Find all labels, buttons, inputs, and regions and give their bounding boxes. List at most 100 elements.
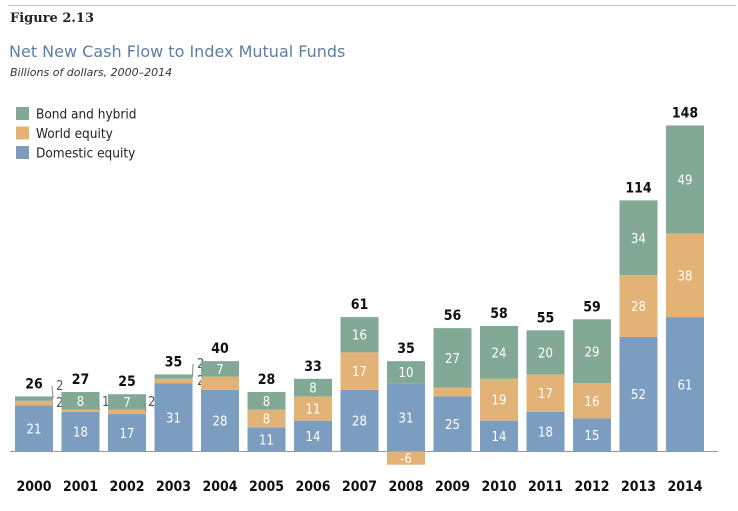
total-label: 28 [258, 372, 276, 388]
value-label-bond: 7 [123, 396, 130, 411]
bar-domestic-2009 [433, 396, 472, 452]
top-rule [8, 5, 736, 6]
bar-world-2000 [15, 400, 53, 406]
bar-world-2008 [387, 451, 425, 465]
value-label-domestic: 18 [538, 426, 553, 441]
total-label: 33 [304, 359, 322, 375]
callout-line [51, 385, 54, 399]
value-label-bond: 8 [263, 395, 270, 410]
x-tick-label: 2001 [63, 479, 98, 495]
x-tick-label: 2009 [435, 479, 470, 495]
total-label: 26 [25, 376, 43, 392]
bar-bond-2006 [294, 378, 332, 397]
value-label-domestic: 31 [399, 411, 414, 426]
value-label-domestic: 17 [120, 427, 135, 442]
total-label: 148 [672, 105, 698, 121]
x-tick-label: 2011 [528, 479, 563, 495]
bar-domestic-2006 [294, 420, 332, 452]
x-tick-label: 2002 [109, 479, 144, 495]
bar-domestic-2002 [108, 414, 146, 452]
bar-world-2014 [666, 233, 704, 318]
bar-domestic-2010 [480, 420, 518, 452]
bar-bond-2005 [247, 392, 286, 410]
callout-label: 2 [197, 374, 204, 389]
bar-domestic-2000 [15, 405, 53, 452]
bar-bond-2004 [201, 361, 239, 377]
value-label-domestic: 21 [27, 422, 42, 437]
figure-label: Figure 2.13 [10, 11, 95, 26]
bar-world-2006 [294, 396, 332, 421]
value-label-bond: 8 [309, 382, 316, 397]
bar-world-2001 [61, 409, 100, 412]
bar-bond-2002 [108, 394, 146, 410]
value-label-domestic: 61 [678, 378, 693, 393]
bar-world-2004 [201, 376, 239, 390]
bar-world-2005 [247, 409, 286, 428]
bar-bond-2011 [526, 330, 565, 375]
value-label-domestic: 14 [492, 430, 507, 445]
value-label-bond: 34 [631, 232, 646, 247]
callout-line [143, 401, 147, 412]
bar-bond-2010 [480, 325, 518, 379]
total-label: 61 [351, 297, 369, 313]
value-label-domestic: 31 [166, 411, 181, 426]
total-label: 58 [490, 306, 508, 322]
value-label-bond: 27 [445, 352, 460, 367]
value-label-world: 28 [631, 300, 646, 315]
value-label-domestic: 14 [306, 430, 321, 445]
value-label-world: 17 [538, 387, 553, 402]
chart-subtitle: Billions of dollars, 2000–2014 [10, 66, 173, 79]
bar-bond-2012 [573, 319, 611, 384]
callout-label: 2 [197, 357, 204, 372]
x-tick-label: 2012 [574, 479, 609, 495]
bar-domestic-2007 [340, 389, 379, 452]
legend-swatch [16, 107, 29, 120]
bar-bond-2014 [666, 125, 704, 234]
x-tick-label: 2000 [16, 479, 51, 495]
bar-bond-2000 [15, 396, 53, 401]
value-label-bond: 20 [538, 346, 553, 361]
bar-domestic-2008 [387, 383, 425, 452]
x-tick-label: 2005 [249, 479, 284, 495]
value-label-world: 8 [263, 412, 270, 427]
legend-swatch [16, 146, 29, 159]
x-tick-label: 2006 [295, 479, 330, 495]
legend-label: Bond and hybrid [36, 107, 136, 123]
total-label: 114 [625, 180, 652, 196]
value-label-bond: 29 [585, 345, 600, 360]
bar-world-2012 [573, 383, 611, 419]
bar-bond-2008 [387, 361, 425, 384]
x-tick-label: 2014 [667, 479, 702, 495]
bar-domestic-2013 [619, 336, 658, 452]
x-tick-label: 2010 [481, 479, 516, 495]
legend-label: World equity [36, 126, 113, 142]
value-label-domestic: 52 [631, 388, 646, 403]
x-tick-label: 2008 [388, 479, 423, 495]
bar-world-2003 [154, 378, 193, 384]
bar-world-2002 [108, 409, 146, 415]
total-label: 35 [397, 341, 415, 357]
value-label-world: 11 [306, 403, 321, 418]
total-label: 59 [583, 299, 601, 315]
bar-world-2011 [526, 374, 565, 412]
x-tick-label: 2003 [156, 479, 191, 495]
value-label-domestic: 25 [445, 418, 460, 433]
bar-bond-2013 [619, 200, 658, 276]
callout-label: 2 [56, 379, 63, 394]
value-label-bond: 16 [352, 329, 367, 344]
callout-label: 1 [102, 395, 109, 410]
value-label-bond: 7 [216, 363, 223, 378]
callout-line [97, 401, 100, 411]
x-tick-label: 2007 [342, 479, 377, 495]
legend-label: Domestic equity [36, 146, 135, 162]
total-label: 35 [165, 354, 183, 370]
bar-world-2009 [433, 387, 472, 397]
total-label: 40 [211, 341, 229, 357]
callout-line [192, 363, 194, 377]
x-tick-label: 2004 [202, 479, 237, 495]
x-tick-label: 2013 [621, 479, 656, 495]
callout-label: 2 [148, 395, 155, 410]
value-label-world: 38 [678, 269, 693, 284]
bar-bond-2009 [433, 328, 472, 388]
